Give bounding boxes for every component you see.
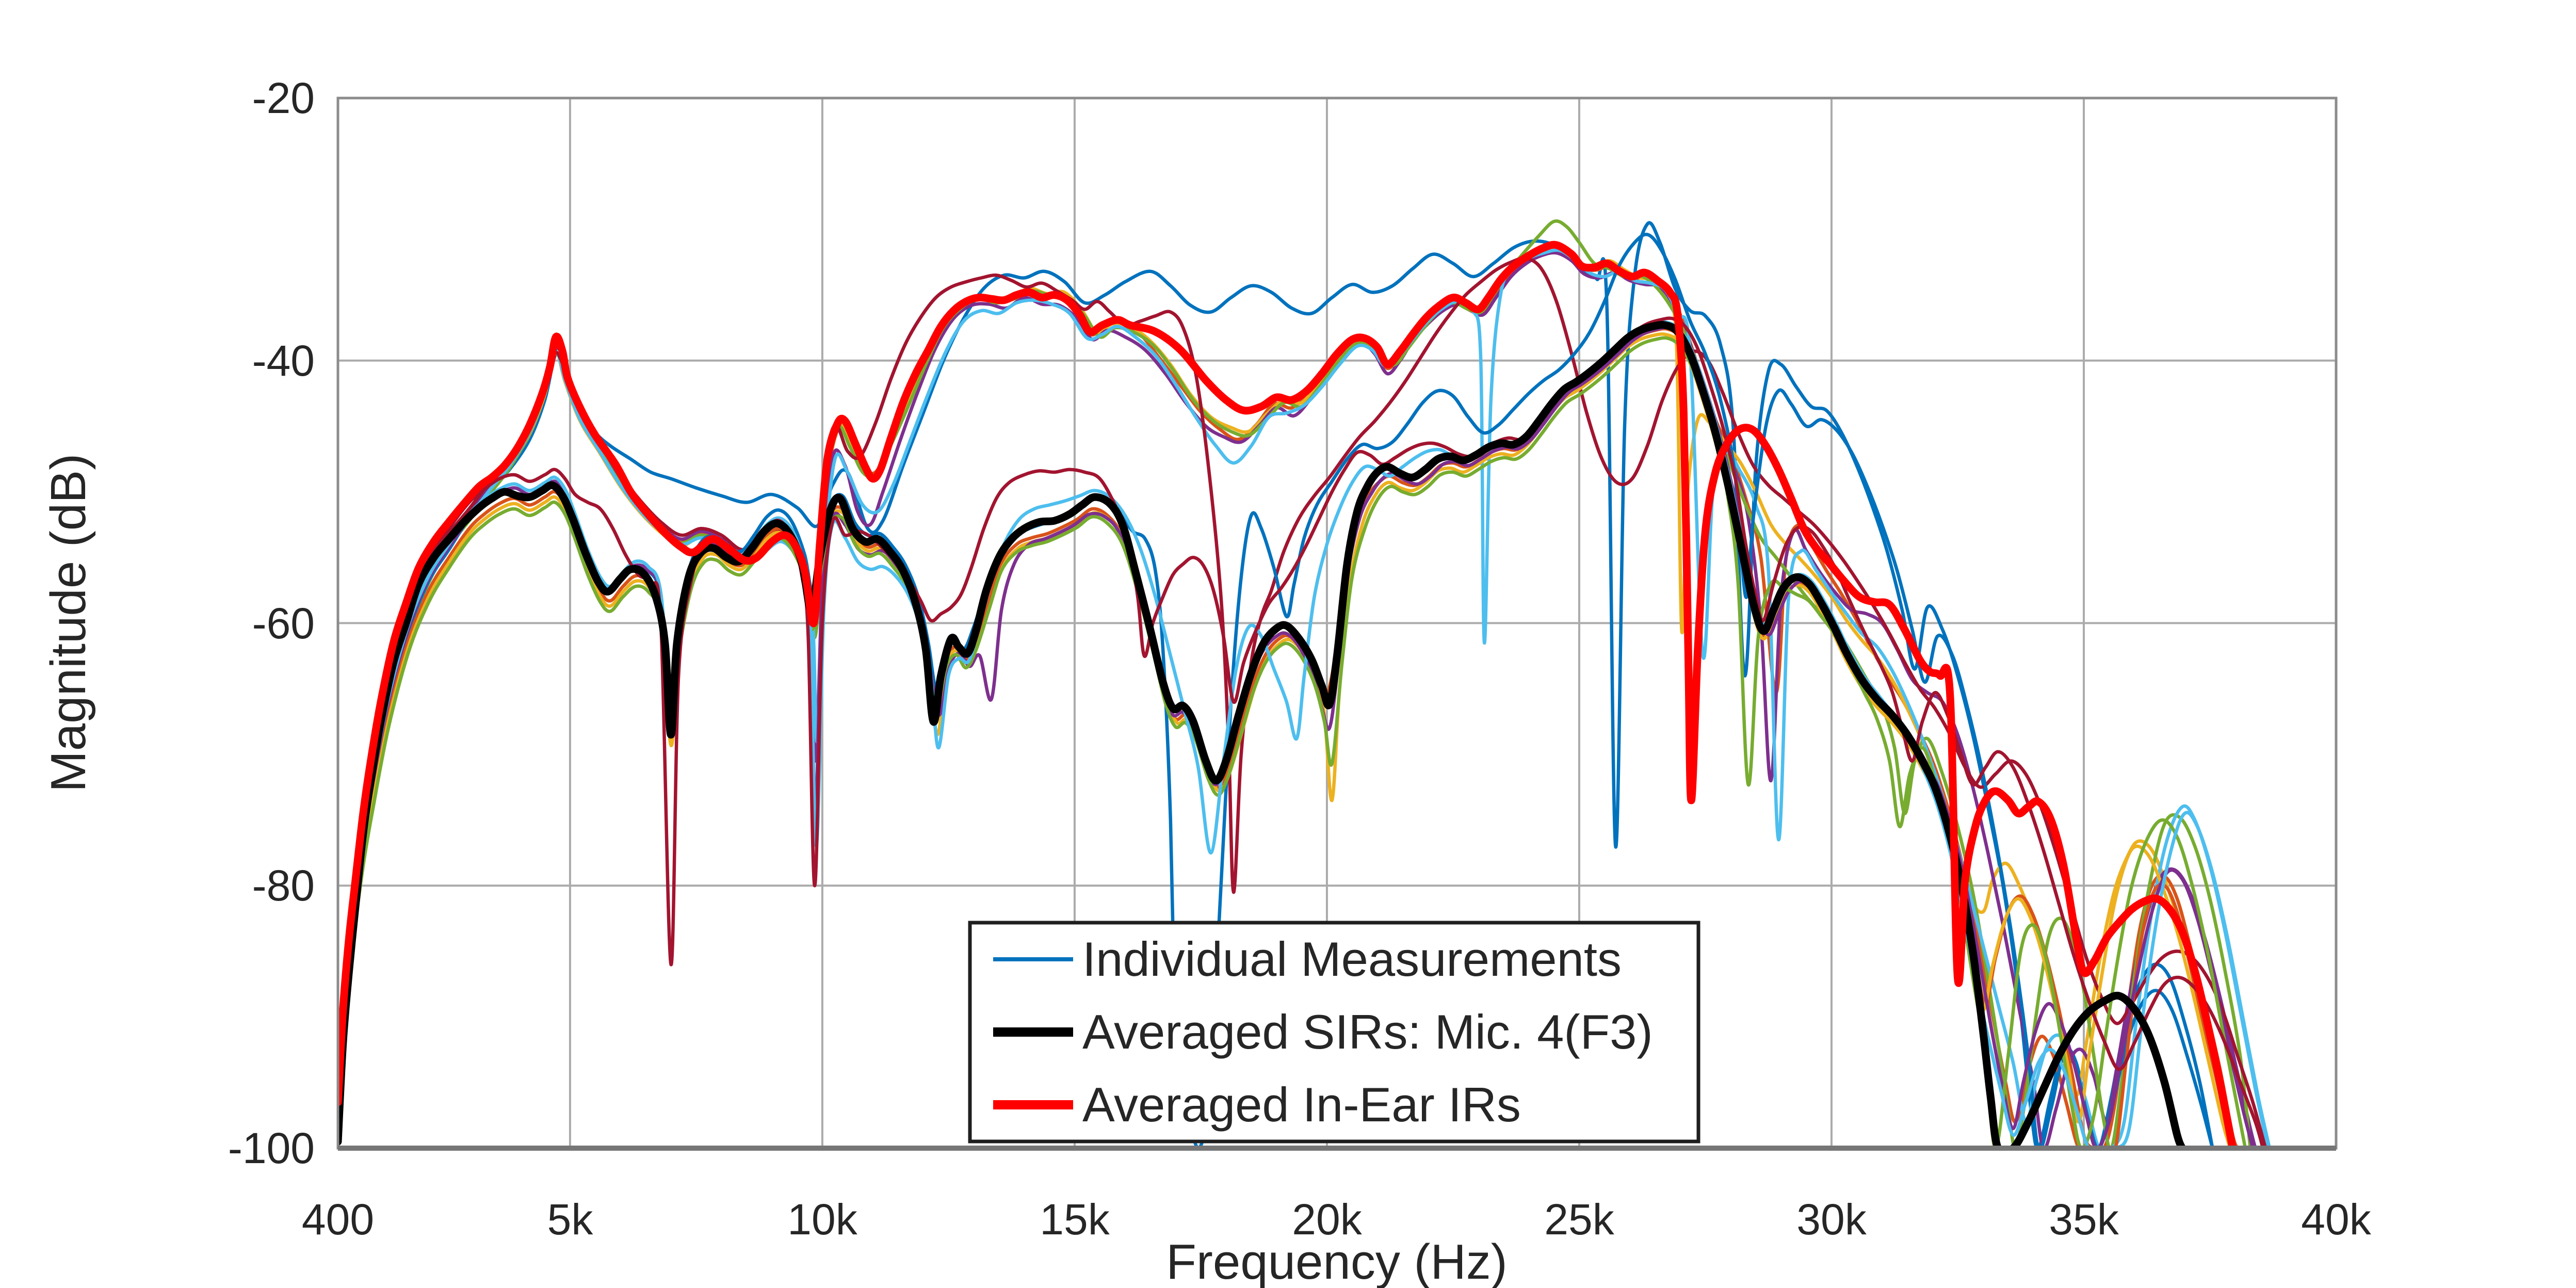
y-tick-neg40: -40 [252, 336, 315, 385]
data-series [338, 219, 2272, 1148]
x-tick-30k: 30k [1796, 1195, 1867, 1244]
legend-label-averaged-inear: Averaged In-Ear IRs [1082, 1077, 1521, 1132]
y-tick-labels: -20 -40 -60 -80 -100 [228, 74, 315, 1172]
legend-box [968, 921, 1700, 1144]
series-averaged-in-ear-irs [338, 240, 2237, 1148]
series-averaged-sirs-mic4-f3 [338, 321, 2186, 1148]
x-tick-40k: 40k [2301, 1195, 2371, 1244]
x-tick-labels: 400 5k 10k 15k 20k 25k 30k 35k 40k [302, 1195, 2372, 1244]
legend-label-averaged-sirs: Averaged SIRs: Mic. 4(F3) [1082, 1005, 1653, 1059]
x-tick-15k: 15k [1040, 1195, 1110, 1244]
x-axis-label: Frequency (Hz) [1166, 1234, 1508, 1288]
y-tick-neg100: -100 [228, 1124, 315, 1172]
x-tick-10k: 10k [787, 1195, 857, 1244]
y-axis-label: Magnitude (dB) [41, 454, 96, 792]
legend-label-individual: Individual Measurements [1082, 932, 1622, 986]
x-tick-20k: 20k [1292, 1195, 1362, 1244]
x-tick-35k: 35k [2049, 1195, 2119, 1244]
y-tick-neg80: -80 [252, 861, 315, 910]
y-tick-neg60: -60 [252, 599, 315, 648]
x-tick-400: 400 [302, 1195, 374, 1244]
axis-box [336, 96, 2338, 1151]
y-tick-neg20: -20 [252, 74, 315, 122]
legend: Individual Measurements Averaged SIRs: M… [968, 921, 1700, 1144]
x-tick-5k: 5k [547, 1195, 594, 1244]
x-tick-25k: 25k [1544, 1195, 1614, 1244]
